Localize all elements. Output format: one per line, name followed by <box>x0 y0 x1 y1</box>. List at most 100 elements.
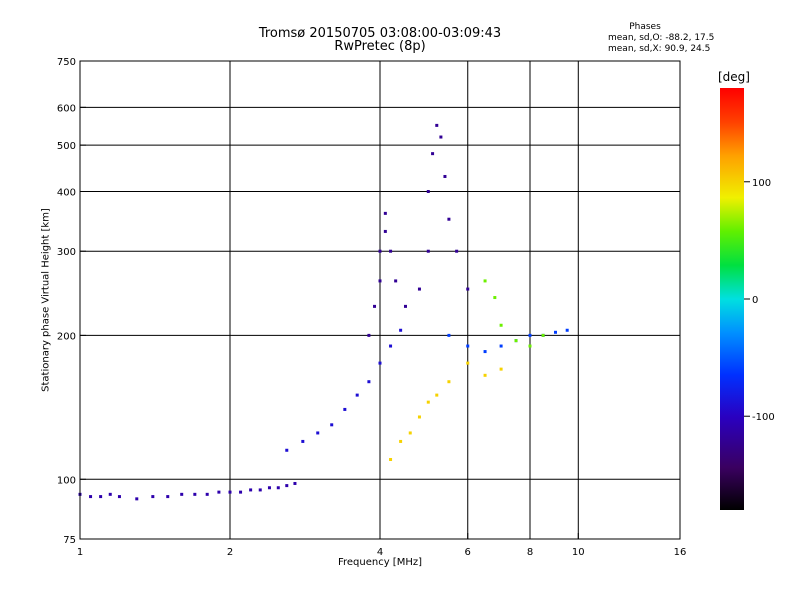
data-point <box>435 123 439 127</box>
data-point <box>466 344 470 348</box>
y-tick-label: 400 <box>57 187 76 198</box>
data-point <box>330 423 334 427</box>
data-point <box>483 279 487 283</box>
data-point <box>394 279 398 283</box>
x-axis-label: Frequency [MHz] <box>337 557 423 568</box>
grid-lines <box>80 61 680 539</box>
data-point <box>267 486 271 490</box>
data-point <box>493 296 497 300</box>
data-point <box>417 287 421 291</box>
x-tick-label: 1 <box>77 547 83 558</box>
x-tick-label: 8 <box>527 547 533 558</box>
data-point <box>301 439 305 443</box>
data-point <box>455 249 459 253</box>
y-tick-label: 300 <box>57 247 76 258</box>
data-point <box>367 333 371 337</box>
data-point <box>403 304 407 308</box>
y-tick-label: 75 <box>63 535 76 546</box>
data-point <box>89 495 93 499</box>
axis-ticks: 1 2 4 6 8 10 16 75 100 200 300 400 500 600 750 <box>57 57 686 558</box>
data-point <box>439 135 443 139</box>
data-point <box>258 488 262 492</box>
data-point <box>483 373 487 377</box>
x-tick-label: 2 <box>227 547 233 558</box>
data-point <box>285 448 289 452</box>
data-point <box>399 328 403 332</box>
y-tick-label: 500 <box>57 141 76 152</box>
data-point <box>316 431 320 435</box>
data-point <box>378 361 382 365</box>
data-point <box>483 350 487 354</box>
colorbar-label: [deg] <box>718 70 750 84</box>
phase-stats-title: Phases <box>629 22 661 32</box>
data-point <box>383 229 387 233</box>
x-tick-label: 4 <box>377 547 383 558</box>
data-point <box>426 189 430 193</box>
data-point <box>355 393 359 397</box>
y-axis-label: Stationary phase Virtual Height [km] <box>40 208 52 392</box>
data-point <box>108 492 112 496</box>
data-point <box>408 431 412 435</box>
data-point <box>399 439 403 443</box>
x-tick-label: 16 <box>674 547 687 558</box>
data-point <box>228 490 232 494</box>
data-point <box>553 330 557 334</box>
data-point <box>389 457 393 461</box>
data-point <box>293 481 297 485</box>
data-point <box>166 495 170 499</box>
data-point <box>426 249 430 253</box>
data-point <box>276 486 280 490</box>
data-point <box>499 323 503 327</box>
data-point <box>193 492 197 496</box>
colorbar-ticks: 100 0 -100 <box>744 178 775 423</box>
y-tick-label: 750 <box>57 57 76 68</box>
data-point <box>499 344 503 348</box>
data-point <box>135 497 139 501</box>
x-tick-label: 6 <box>465 547 471 558</box>
data-point <box>383 211 387 215</box>
data-point <box>378 249 382 253</box>
y-tick-label: 600 <box>57 103 76 114</box>
data-point <box>249 488 253 492</box>
data-point <box>417 415 421 419</box>
data-point <box>389 249 393 253</box>
colorbar-tick-label: -100 <box>752 412 775 423</box>
scatter-points <box>78 123 569 501</box>
data-point <box>443 174 447 178</box>
data-point <box>205 492 209 496</box>
phase-stats-x-line: mean, sd,X: 90.9, 24.5 <box>608 44 711 54</box>
data-point <box>528 333 532 337</box>
data-point <box>151 495 155 499</box>
data-point <box>466 361 470 365</box>
data-point <box>466 287 470 291</box>
data-point <box>541 333 545 337</box>
data-point <box>389 344 393 348</box>
data-point <box>447 380 451 384</box>
data-point <box>499 367 503 371</box>
data-point <box>343 407 347 411</box>
data-point <box>99 495 103 499</box>
data-point <box>180 492 184 496</box>
colorbar <box>720 88 744 510</box>
data-point <box>565 328 569 332</box>
data-point <box>447 333 451 337</box>
data-point <box>367 380 371 384</box>
data-point <box>514 339 518 343</box>
data-point <box>239 490 243 494</box>
data-point <box>435 393 439 397</box>
x-tick-label: 10 <box>572 547 585 558</box>
y-tick-label: 100 <box>57 475 76 486</box>
data-point <box>426 400 430 404</box>
data-point <box>117 495 121 499</box>
colorbar-tick-label: 0 <box>752 295 758 306</box>
data-point <box>285 484 289 488</box>
data-point <box>378 279 382 283</box>
chart-subtitle: RwPretec (8p) <box>334 39 426 54</box>
phase-stats-o-line: mean, sd,O: -88.2, 17.5 <box>608 33 715 43</box>
data-point <box>447 217 451 221</box>
colorbar-tick-label: 100 <box>752 178 771 189</box>
data-point <box>373 304 377 308</box>
data-point <box>431 152 435 156</box>
